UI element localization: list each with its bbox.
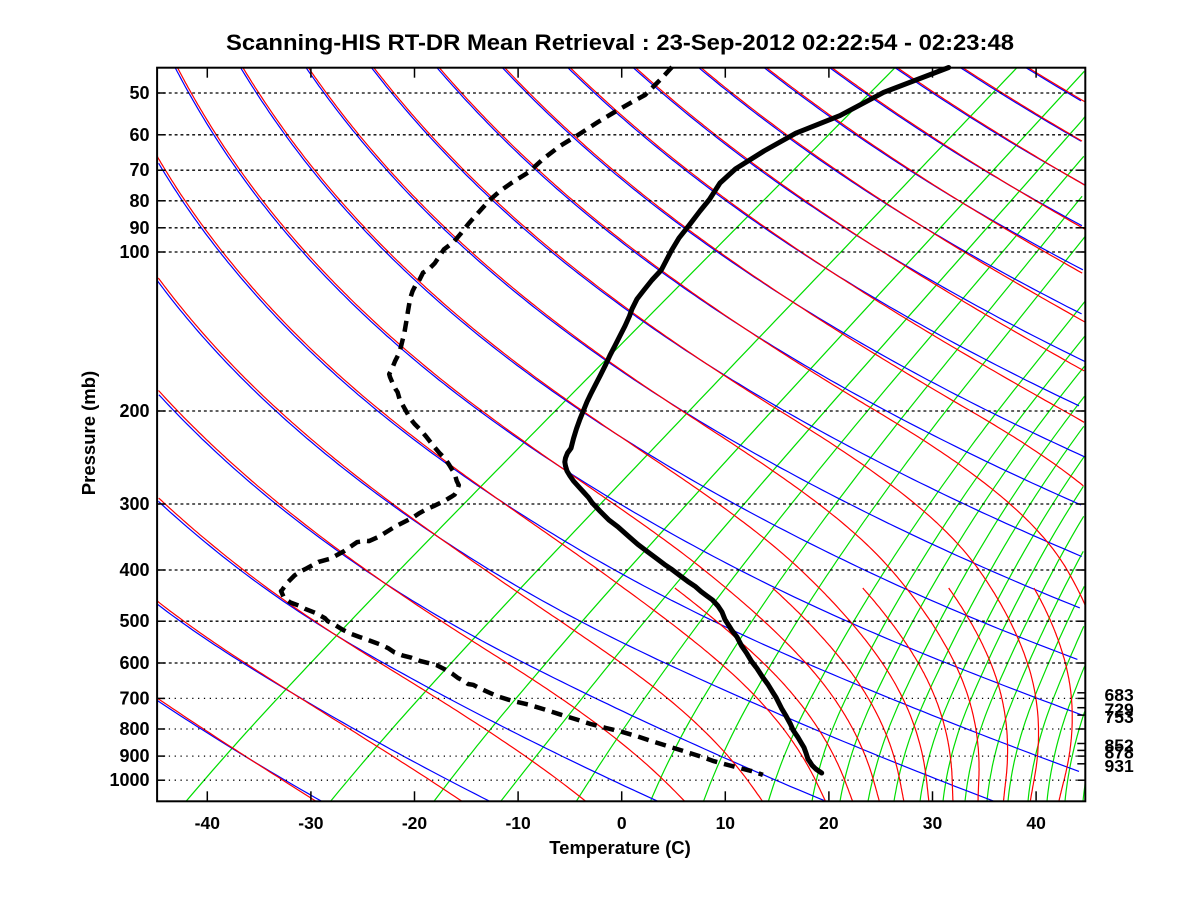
svg-text:100: 100 (119, 242, 149, 262)
svg-text:878: 878 (1105, 742, 1134, 762)
svg-text:-30: -30 (298, 813, 324, 833)
svg-text:852: 852 (1105, 736, 1134, 756)
svg-text:683: 683 (1105, 685, 1134, 705)
svg-text:900: 900 (119, 746, 149, 766)
svg-text:-20: -20 (402, 813, 428, 833)
svg-text:Scanning-HIS RT-DR Mean Retrie: Scanning-HIS RT-DR Mean Retrieval : 23-S… (226, 30, 1014, 55)
svg-text:600: 600 (119, 653, 149, 673)
svg-text:729: 729 (1105, 700, 1134, 720)
svg-text:1000: 1000 (109, 770, 149, 790)
svg-text:500: 500 (119, 611, 149, 631)
svg-text:-10: -10 (505, 813, 531, 833)
svg-text:800: 800 (119, 719, 149, 739)
svg-text:80: 80 (129, 191, 149, 211)
svg-text:0: 0 (617, 813, 627, 833)
svg-text:20: 20 (819, 813, 839, 833)
svg-text:Pressure (mb): Pressure (mb) (78, 371, 99, 495)
svg-text:30: 30 (923, 813, 943, 833)
svg-text:60: 60 (129, 125, 149, 145)
svg-text:-40: -40 (195, 813, 221, 833)
svg-text:Temperature (C): Temperature (C) (549, 837, 691, 858)
svg-text:90: 90 (129, 218, 149, 238)
svg-text:40: 40 (1026, 813, 1046, 833)
svg-text:400: 400 (119, 560, 149, 580)
svg-text:10: 10 (716, 813, 736, 833)
svg-text:931: 931 (1105, 756, 1134, 776)
svg-text:200: 200 (119, 401, 149, 421)
svg-text:300: 300 (119, 494, 149, 514)
svg-text:50: 50 (129, 83, 149, 103)
svg-text:753: 753 (1105, 707, 1134, 727)
svg-text:700: 700 (119, 688, 149, 708)
svg-text:70: 70 (129, 160, 149, 180)
